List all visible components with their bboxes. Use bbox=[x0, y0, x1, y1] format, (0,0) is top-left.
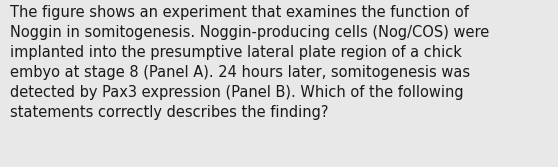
Text: The figure shows an experiment that examines the function of
Noggin in somitogen: The figure shows an experiment that exam… bbox=[10, 5, 489, 120]
